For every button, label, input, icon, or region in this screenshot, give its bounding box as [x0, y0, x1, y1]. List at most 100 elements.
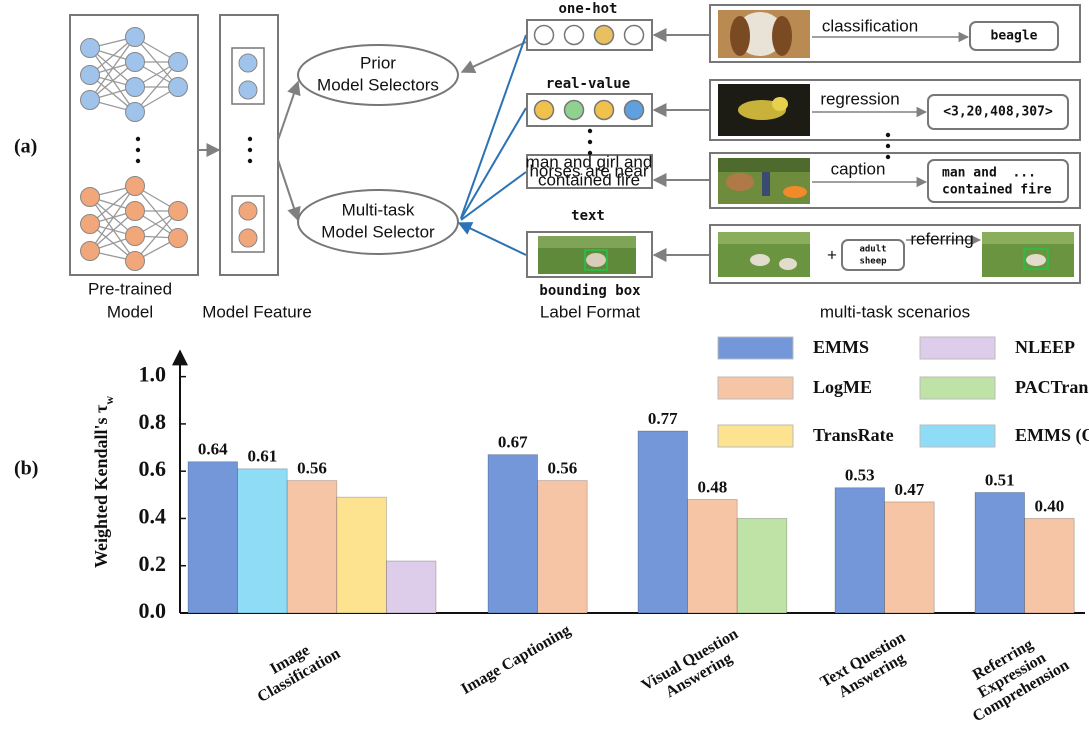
label: caption	[831, 159, 886, 178]
ellipsis-dot	[247, 158, 253, 164]
ellipsis-dot	[885, 143, 891, 149]
bar	[834, 487, 885, 614]
legend-swatch	[717, 424, 794, 448]
legend-label: TransRate	[813, 425, 894, 445]
photo	[1026, 254, 1046, 266]
label: classification	[822, 16, 918, 35]
value-label: 0.64	[198, 440, 228, 459]
node	[125, 201, 145, 221]
label: adult	[859, 245, 886, 255]
label: Multi-task	[342, 200, 415, 219]
legend-swatch	[717, 376, 794, 400]
label: beagle	[991, 29, 1038, 44]
selector	[297, 189, 459, 255]
bar	[336, 496, 387, 614]
value-label: 0.47	[895, 480, 925, 499]
ellipsis-dot	[247, 147, 253, 153]
selector	[297, 44, 459, 106]
node	[80, 187, 100, 207]
node	[80, 241, 100, 261]
arrow	[457, 222, 527, 256]
edge	[89, 47, 136, 113]
node	[238, 228, 258, 248]
label: sheep	[859, 257, 887, 267]
ellipsis-dot	[587, 150, 593, 156]
label: Model Feature	[202, 302, 312, 321]
photo	[538, 236, 636, 248]
node	[80, 38, 100, 58]
query-box	[841, 239, 905, 271]
photo	[982, 232, 1074, 244]
legend-swatch	[919, 424, 996, 448]
bar	[1024, 518, 1075, 614]
panel-label: (a)	[14, 136, 37, 158]
ellipsis-dot	[247, 136, 253, 142]
node	[125, 176, 145, 196]
edge	[89, 196, 136, 262]
photo	[726, 173, 754, 191]
one-hot-cell	[563, 24, 585, 46]
panel-label: (b)	[14, 458, 38, 480]
ellipsis-dot	[885, 154, 891, 160]
node	[80, 214, 100, 234]
legend-label: PACTran	[1015, 377, 1088, 397]
output-box	[927, 94, 1069, 130]
legend-swatch	[919, 336, 996, 360]
label: contained fire	[538, 170, 640, 189]
bar	[237, 468, 288, 614]
node	[125, 27, 145, 47]
arrow	[460, 107, 527, 220]
y-tick-label: 0.6	[139, 456, 167, 481]
label: one-hot	[558, 1, 617, 17]
value-label: 0.51	[985, 470, 1015, 489]
arrow	[277, 159, 301, 222]
photo	[718, 232, 810, 244]
feature-group	[231, 195, 265, 253]
y-tick-label: 0.4	[139, 504, 167, 529]
bar	[286, 480, 338, 614]
value-label: 0.53	[845, 466, 875, 485]
arrow	[460, 41, 527, 73]
real-value-cell	[623, 99, 645, 121]
label: Model Selector	[321, 222, 435, 241]
photo	[730, 16, 750, 56]
bbox	[584, 249, 608, 271]
feature-group	[231, 47, 265, 105]
edge	[89, 185, 136, 252]
edge	[89, 36, 136, 101]
node	[125, 102, 145, 122]
bar	[736, 518, 788, 614]
label: referring	[910, 229, 973, 248]
legend-label: LogME	[813, 377, 872, 397]
value-label: 0.67	[498, 433, 528, 452]
photo	[750, 254, 770, 266]
node	[125, 77, 145, 97]
arrow	[277, 80, 301, 141]
y-tick-label: 0.2	[139, 551, 167, 576]
bar	[884, 501, 935, 614]
real-value-cell	[563, 99, 585, 121]
node	[168, 77, 188, 97]
node	[80, 90, 100, 110]
y-tick-label: 1.0	[139, 362, 167, 387]
label: Model	[107, 302, 153, 321]
photo	[586, 253, 606, 267]
bar	[687, 499, 738, 614]
photo	[772, 16, 792, 56]
format-box	[526, 154, 653, 189]
label: <3,20,408,307>	[943, 105, 1053, 120]
y-axis-label: Weighted Kendall's τw	[91, 396, 116, 568]
chart: 0.0 0.2 0.4 0.6 0.8 1.0 Weighted Kendall's τw E…	[91, 336, 1089, 623]
one-hot-cell	[593, 24, 615, 46]
value-label: 0.40	[1035, 496, 1065, 515]
node	[168, 201, 188, 221]
real-value-cell	[533, 99, 555, 121]
label: real-value	[546, 76, 630, 92]
bar	[537, 480, 588, 614]
node	[168, 228, 188, 248]
diagram: Pre-trained Model Model Feature Prior Mo…	[69, 1, 1081, 321]
legend-swatch	[717, 336, 794, 360]
photo	[772, 97, 788, 111]
value-label: 0.61	[248, 447, 278, 466]
